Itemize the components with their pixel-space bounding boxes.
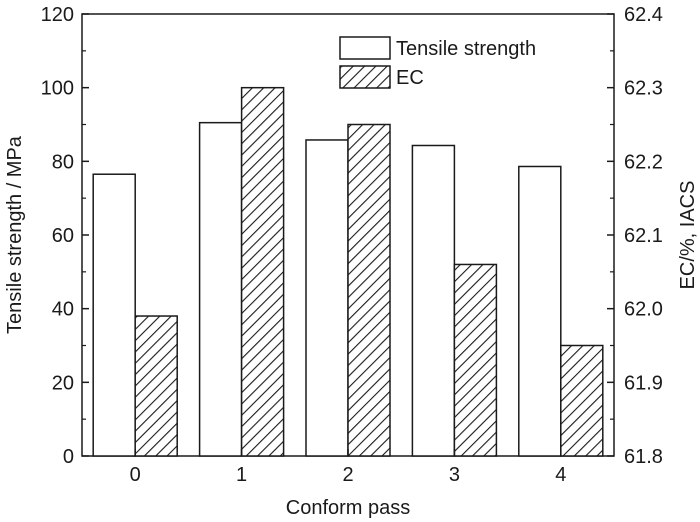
bar-tensile-strength-2	[305, 139, 349, 457]
y-tick-label: 40	[52, 299, 74, 321]
y-axis-title: Tensile strength / MPa	[4, 135, 26, 334]
y2-tick-label: 62.2	[624, 151, 663, 173]
x-tick-label: 4	[555, 464, 566, 486]
y-tick-label: 0	[63, 446, 74, 468]
y-tick-label: 80	[52, 151, 74, 173]
legend: Tensile strength EC	[339, 36, 536, 89]
bar-tensile-strength-4	[518, 165, 562, 457]
legend-swatch-ec	[339, 65, 391, 89]
bar-tensile-strength-3	[411, 144, 456, 457]
x-tick-label: 2	[342, 464, 353, 486]
y-axis-ticks: 0 20 40 60 80 100 120	[41, 4, 89, 468]
bar-ec-3	[453, 263, 498, 457]
bar-ec-0	[134, 315, 178, 457]
y2-tick-label: 62.4	[624, 4, 663, 26]
bar-tensile-strength-1	[198, 121, 243, 457]
bar-ec-1	[240, 86, 285, 457]
y-tick-label: 120	[41, 4, 74, 26]
y2-tick-label: 62.3	[624, 78, 663, 100]
y2-tick-label: 62.0	[624, 299, 663, 321]
y2-tick-label: 62.1	[624, 225, 663, 247]
legend-swatch-tensile-strength	[339, 36, 391, 60]
legend-label-tensile-strength: Tensile strength	[396, 38, 536, 60]
bar-ec-2	[347, 123, 391, 457]
y-tick-label: 60	[52, 225, 74, 247]
legend-label-ec: EC	[396, 67, 424, 89]
y-tick-label: 20	[52, 372, 74, 394]
y2-axis-title: EC/%, IACS	[677, 181, 699, 290]
bar-tensile-strength-0	[92, 173, 136, 457]
x-tick-label: 3	[449, 464, 460, 486]
x-axis-title: Conform pass	[286, 497, 411, 519]
y2-axis-ticks: 61.8 61.9 62.0 62.1 62.2 62.3 62.4	[607, 4, 663, 468]
x-axis-ticks: 0 1 2 3 4	[130, 449, 566, 486]
x-tick-label: 0	[130, 464, 141, 486]
y2-tick-label: 61.8	[624, 446, 663, 468]
bar-ec-4	[560, 344, 604, 457]
y-tick-label: 100	[41, 78, 74, 100]
bars-layer	[92, 86, 604, 457]
y2-tick-label: 61.9	[624, 372, 663, 394]
x-tick-label: 1	[236, 464, 247, 486]
